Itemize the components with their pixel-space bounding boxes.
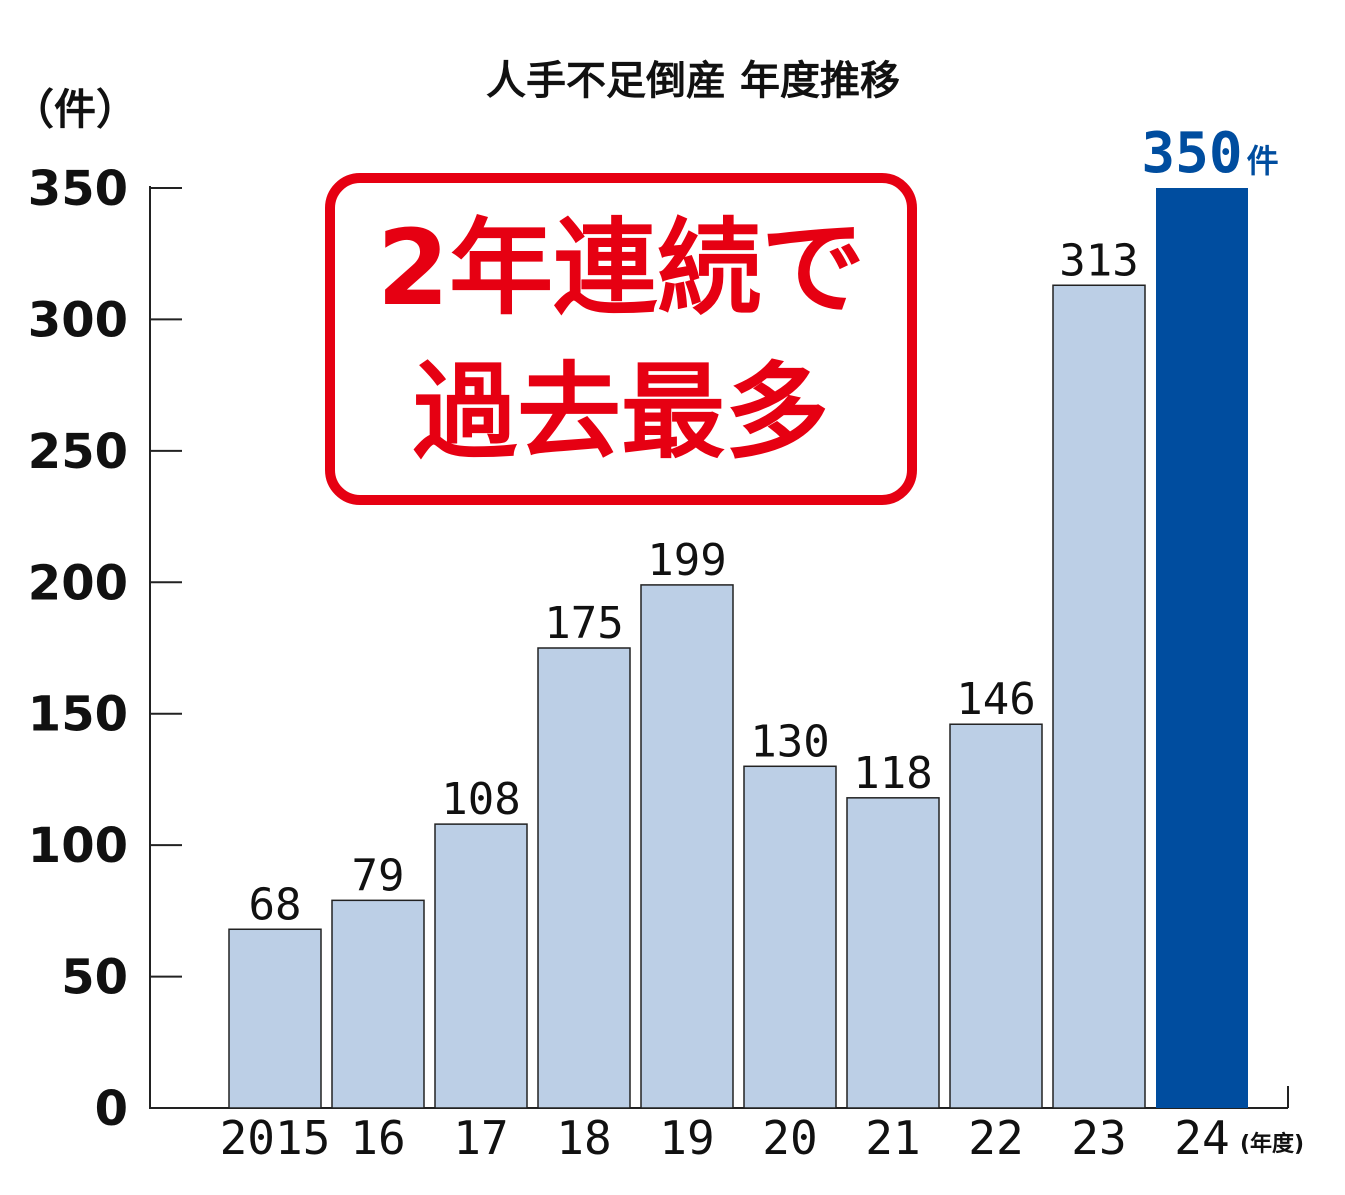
data-label: 68	[249, 879, 302, 930]
y-tick-label: 100	[28, 818, 128, 874]
bar	[434, 823, 528, 1109]
data-label: 108	[441, 774, 520, 825]
data-labels: 68 79 108 175 199 130 118 146 313	[249, 235, 1139, 930]
x-tick-label: 22	[968, 1111, 1023, 1165]
bar	[743, 765, 837, 1109]
highlight-value-label: 350 件	[1141, 121, 1278, 186]
data-label: 130	[750, 716, 829, 767]
chart-title: 人手不足倒産 年度推移	[486, 58, 900, 104]
data-label: 118	[853, 748, 932, 799]
data-label: 175	[544, 598, 623, 649]
x-tick-label: 23	[1071, 1111, 1126, 1165]
y-tick-label: 200	[28, 555, 128, 611]
y-tick-label: 250	[28, 424, 128, 480]
bar	[537, 647, 631, 1109]
x-tick-label: 18	[556, 1111, 611, 1165]
x-axis-unit-label: (年度)	[1240, 1131, 1304, 1157]
y-tick-label: 0	[95, 1081, 128, 1137]
highlight-value: 350	[1141, 121, 1242, 186]
data-label: 199	[647, 535, 726, 586]
bar-highlight	[1156, 188, 1248, 1108]
data-label: 146	[956, 674, 1035, 725]
data-label: 313	[1059, 235, 1138, 286]
y-tick-label: 350	[28, 161, 128, 217]
y-axis-unit-label: （件）	[12, 85, 138, 134]
x-tick-label: 21	[865, 1111, 920, 1165]
x-tick-label: 24	[1174, 1111, 1229, 1165]
x-tick-label: 17	[453, 1111, 508, 1165]
y-tick-label: 50	[61, 950, 128, 1006]
bar	[1052, 284, 1146, 1109]
y-axis-ticks: 0 50 100 150 200 250 300 350	[28, 161, 182, 1137]
x-tick-label: 20	[762, 1111, 817, 1165]
x-tick-label: 19	[659, 1111, 714, 1165]
callout-line-1: 2年連続で	[377, 207, 865, 329]
callout-box: 2年連続で 過去最多	[325, 173, 917, 505]
bars	[228, 188, 1248, 1109]
bar	[949, 723, 1043, 1109]
bar	[228, 928, 322, 1109]
callout-line-2: 過去最多	[413, 351, 829, 473]
callout-frame	[325, 173, 917, 505]
x-axis-ticks: 2015 16 17 18 19 20 21 22 23 24	[220, 1111, 1230, 1165]
bar	[846, 797, 940, 1109]
highlight-unit: 件	[1247, 142, 1279, 180]
bar	[640, 584, 734, 1109]
x-tick-label: 2015	[220, 1111, 331, 1165]
bar	[331, 899, 425, 1109]
data-label: 79	[352, 850, 405, 901]
y-tick-label: 300	[28, 292, 128, 348]
x-tick-label: 16	[350, 1111, 405, 1165]
y-tick-label: 150	[28, 687, 128, 743]
